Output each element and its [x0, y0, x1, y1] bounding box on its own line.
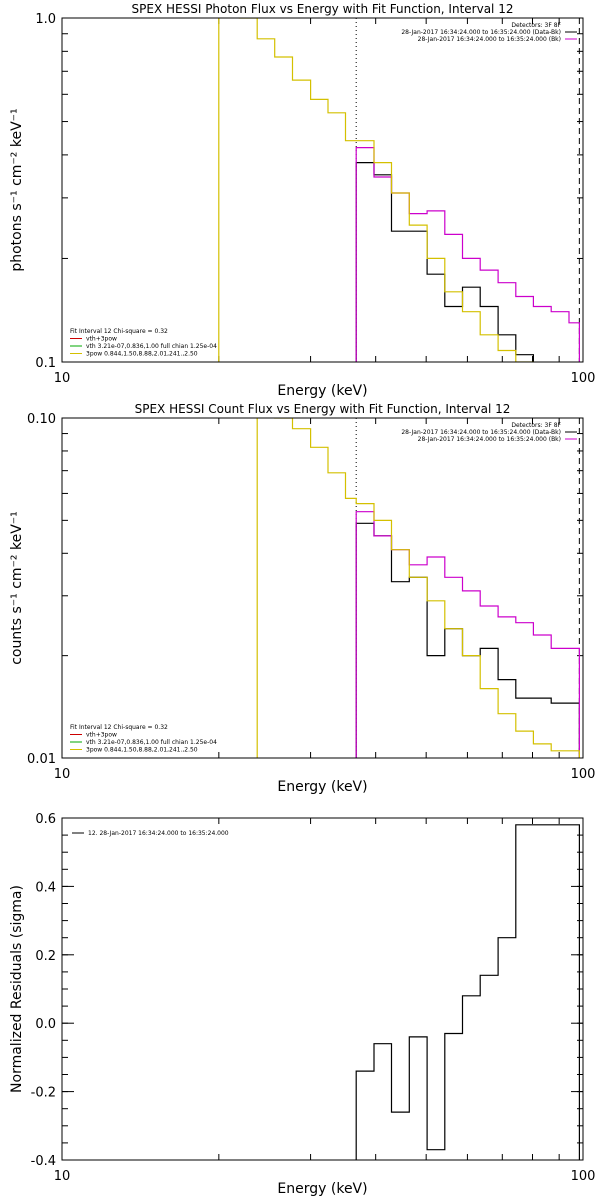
legend-entry: Fit Interval 12 Chi-square = 0.32: [70, 328, 168, 335]
y-tick-label: 0.0: [35, 1017, 56, 1032]
y-tick-label: 0.1: [35, 356, 56, 371]
series-line-1: [355, 522, 580, 758]
plot-frame: [61, 417, 584, 759]
x-tick-label: 10: [54, 767, 71, 782]
panel-3: -0.4 -0.2 0.0 0.2 0.4 0.6 10 100 Energy (keV) Nor…: [9, 812, 595, 1197]
plot-frame: [61, 17, 584, 363]
series-group: [355, 824, 580, 1160]
legend-entry: vth+3pow: [86, 732, 117, 739]
legend-bottom-left: Fit Interval 12 Chi-square = 0.32vth+3po…: [70, 724, 217, 754]
series-line-1: [355, 162, 580, 362]
legend-entry: Fit Interval 12 Chi-square = 0.32: [70, 724, 168, 731]
chart-title: SPEX HESSI Photon Flux vs Energy with Fi…: [132, 2, 514, 16]
legend-entry: 28-Jan-2017 16:34:24.000 to 16:35:24.000…: [418, 36, 561, 43]
y-axis-label: counts s⁻¹ cm⁻² keV⁻¹: [9, 511, 25, 665]
legend-entry: Detectors: 3F 8F: [511, 422, 561, 429]
legend-entry: vth 3.21e-07,0.836,1.00 full chian 1.25e…: [86, 739, 217, 746]
x-minor-ticks: [218, 818, 560, 1160]
y-axis-label: Normalized Residuals (sigma): [9, 885, 25, 1093]
y-tick-label: 0.4: [35, 880, 56, 895]
legend-entry: 3pow 0.844,1.50,8.88,2.01,241.,2.50: [86, 351, 198, 358]
x-tick-label: 10: [54, 1169, 71, 1184]
y-tick-label: 0.10: [27, 412, 56, 427]
chart-title: SPEX HESSI Count Flux vs Energy with Fit…: [135, 402, 511, 416]
x-tick-label: 100: [571, 767, 596, 782]
series-line-1: [355, 824, 580, 1160]
legend-bottom-left: Fit Interval 12 Chi-square = 0.32vth+3po…: [70, 328, 217, 358]
legend-entry: 3pow 0.844,1.50,8.88,2.01,241.,2.50: [86, 747, 198, 754]
x-axis-label: Energy (keV): [277, 383, 367, 399]
series-line-2: [355, 147, 580, 362]
series-line-2: [355, 511, 580, 758]
plot-frame: [61, 817, 584, 1161]
y-tick-label: 1.0: [35, 12, 56, 27]
x-axis-label: Energy (keV): [277, 1181, 367, 1197]
y-tick-label: 0.6: [35, 812, 56, 827]
y-tick-label: 0.2: [35, 949, 56, 964]
legend-entry: vth+3pow: [86, 336, 117, 343]
x-tick-label: 10: [54, 371, 71, 386]
panel-1: SPEX HESSI Photon Flux vs Energy with Fi…: [9, 2, 595, 399]
y-minor-ticks: [62, 817, 583, 1161]
y-tick-label: 0.01: [27, 752, 56, 767]
y-minor-ticks: [62, 433, 583, 657]
series-group: [218, 18, 580, 362]
legend-entry: 12. 28-Jan-2017 16:34:24.000 to 16:35:24…: [88, 830, 229, 837]
x-tick-label: 100: [571, 1169, 596, 1184]
legend-entry: 28-Jan-2017 16:34:24.000 to 16:35:24.000…: [401, 29, 561, 36]
y-axis-label: photons s⁻¹ cm⁻² keV⁻¹: [9, 108, 25, 271]
x-minor-ticks: [218, 418, 560, 758]
legend-entry: Detectors: 3F 8F: [511, 22, 561, 29]
x-minor-ticks: [218, 18, 560, 362]
legend-top-left: 12. 28-Jan-2017 16:34:24.000 to 16:35:24…: [72, 830, 229, 837]
x-tick-label: 100: [571, 371, 596, 386]
y-tick-label: -0.4: [31, 1154, 56, 1169]
y-minor-ticks: [62, 33, 583, 259]
series-line-3: [218, 18, 580, 362]
legend-entry: vth 3.21e-07,0.836,1.00 full chian 1.25e…: [86, 343, 217, 350]
y-tick-label: -0.2: [31, 1086, 56, 1101]
series-group: [256, 418, 580, 758]
panel-2: SPEX HESSI Count Flux vs Energy with Fit…: [9, 402, 595, 795]
legend-entry: 28-Jan-2017 16:34:24.000 to 16:35:24.000…: [401, 429, 561, 436]
series-line-3: [256, 418, 580, 758]
legend-entry: 28-Jan-2017 16:34:24.000 to 16:35:24.000…: [418, 436, 561, 443]
x-axis-label: Energy (keV): [277, 779, 367, 795]
